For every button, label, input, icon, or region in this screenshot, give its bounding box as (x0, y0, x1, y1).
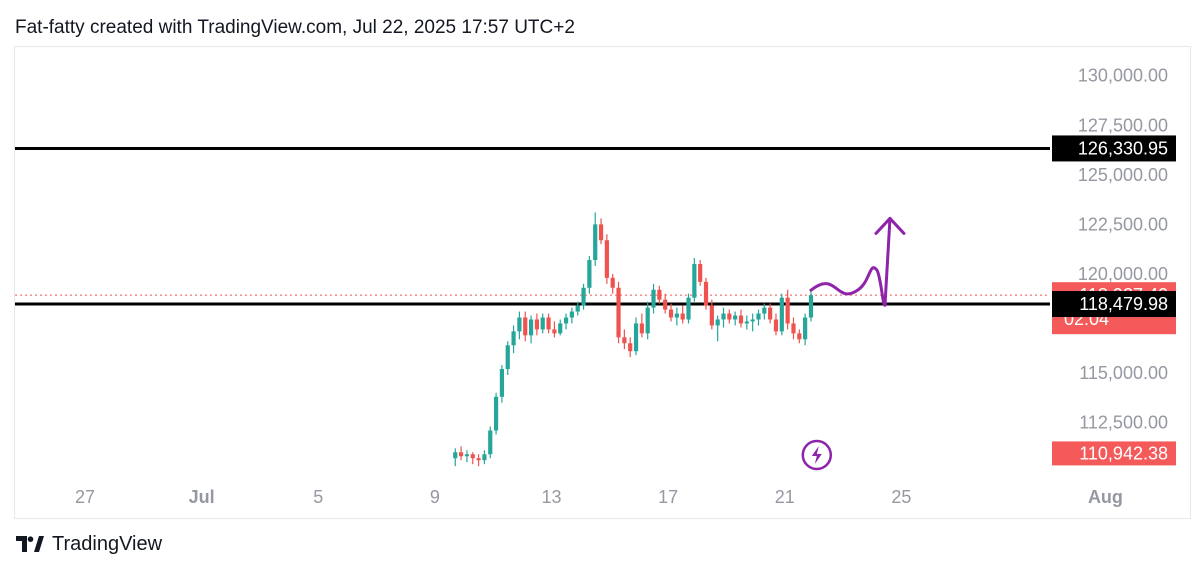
time-tick-label: Aug (1088, 487, 1123, 507)
candle-body (511, 331, 516, 346)
candle-body (633, 323, 639, 352)
price-tick-label: 127,500.00 (1078, 115, 1168, 135)
time-tick-label: 13 (541, 487, 561, 507)
candle-body (493, 396, 499, 431)
candle-body (482, 454, 487, 461)
candle-body (628, 343, 633, 352)
price-tick-label: 122,500.00 (1078, 214, 1168, 234)
candle-body (762, 307, 767, 314)
candle-body (610, 277, 615, 288)
low-price-label-bg (1052, 441, 1176, 466)
candle-body (698, 264, 703, 282)
price-tick-label: 130,000.00 (1078, 66, 1168, 86)
price-tick-label: 115,000.00 (1079, 363, 1168, 383)
resistance-price-label: 126,330.95 (1078, 138, 1168, 158)
candle-body (458, 452, 464, 457)
candle-body (808, 295, 814, 318)
candle-body (692, 264, 697, 298)
candle-body (598, 224, 604, 241)
time-tick-label: 9 (430, 487, 440, 507)
candle-body (476, 458, 481, 461)
candle-body (604, 240, 609, 278)
low-price-label: 110,942.38 (1079, 443, 1168, 463)
support-price-label-bg (1052, 291, 1176, 318)
price-tick-label: 112,500.00 (1079, 413, 1168, 433)
candle-body (453, 452, 458, 459)
candle-body (756, 313, 761, 320)
candle-body (709, 305, 714, 326)
chart-frame (14, 46, 1191, 519)
candle-body (686, 297, 691, 320)
candle-body (581, 287, 586, 306)
candle-body (727, 313, 732, 320)
candle-body (488, 430, 493, 455)
candle-body (668, 309, 674, 318)
time-tick-label: 25 (891, 487, 911, 507)
time-tick-label: 21 (775, 487, 795, 507)
candle-body (575, 305, 580, 312)
candle-body (674, 313, 679, 318)
candle-body (779, 297, 784, 332)
candle-body (546, 317, 551, 330)
candle-body (773, 319, 779, 332)
forecast-path[interactable] (809, 216, 892, 307)
candle-body (517, 317, 522, 332)
candle-body (797, 333, 802, 340)
time-tick-label: Jul (189, 487, 215, 507)
candle-body (715, 319, 720, 326)
candle-body (505, 345, 510, 370)
support-price-label: 118,479.98 (1079, 294, 1168, 314)
candle-body (803, 317, 808, 340)
candle-body (791, 323, 796, 334)
tradingview-logo-icon[interactable] (16, 536, 44, 552)
candle-body (523, 317, 528, 336)
candle-body (470, 454, 475, 459)
candle-body (563, 317, 569, 324)
time-tick-label: 17 (658, 487, 678, 507)
time-tick-label: 27 (75, 487, 95, 507)
resistance-price-label-bg (1052, 135, 1176, 162)
candle-body (622, 337, 627, 344)
candle-body (750, 319, 755, 322)
candle-body (464, 454, 470, 457)
time-tick-label: 5 (313, 487, 323, 507)
candle-body (540, 317, 545, 330)
candle-body (534, 319, 539, 330)
candle-body (721, 313, 726, 320)
candle-body (593, 224, 598, 261)
candle-body (587, 260, 592, 288)
footer-brand[interactable]: TradingView (52, 532, 163, 555)
candle-body (744, 321, 749, 324)
candle-body (768, 307, 773, 320)
candle-body (703, 281, 709, 306)
candle-body (785, 297, 790, 324)
forecast-arrowhead (874, 216, 906, 235)
lightning-icon-glyph (811, 446, 822, 464)
candle-body (680, 313, 685, 320)
candle-body (639, 323, 644, 334)
candle-body (558, 323, 563, 334)
candle-body (552, 329, 557, 334)
candle-body (738, 315, 744, 324)
price-tick-label: 125,000.00 (1078, 165, 1168, 185)
footer: TradingView (16, 532, 162, 556)
candle-body (657, 289, 662, 300)
candle-body (651, 289, 656, 308)
candle-body (569, 311, 574, 318)
candle-body (733, 315, 738, 320)
candle-body (616, 287, 621, 338)
candle-body (499, 369, 505, 397)
price-tick-label: 120,000.00 (1078, 264, 1168, 284)
candle-body (663, 299, 668, 310)
candle-body (528, 319, 534, 336)
chart-header: Fat-fatty created with TradingView.com, … (15, 17, 575, 38)
candle-body (645, 307, 650, 334)
